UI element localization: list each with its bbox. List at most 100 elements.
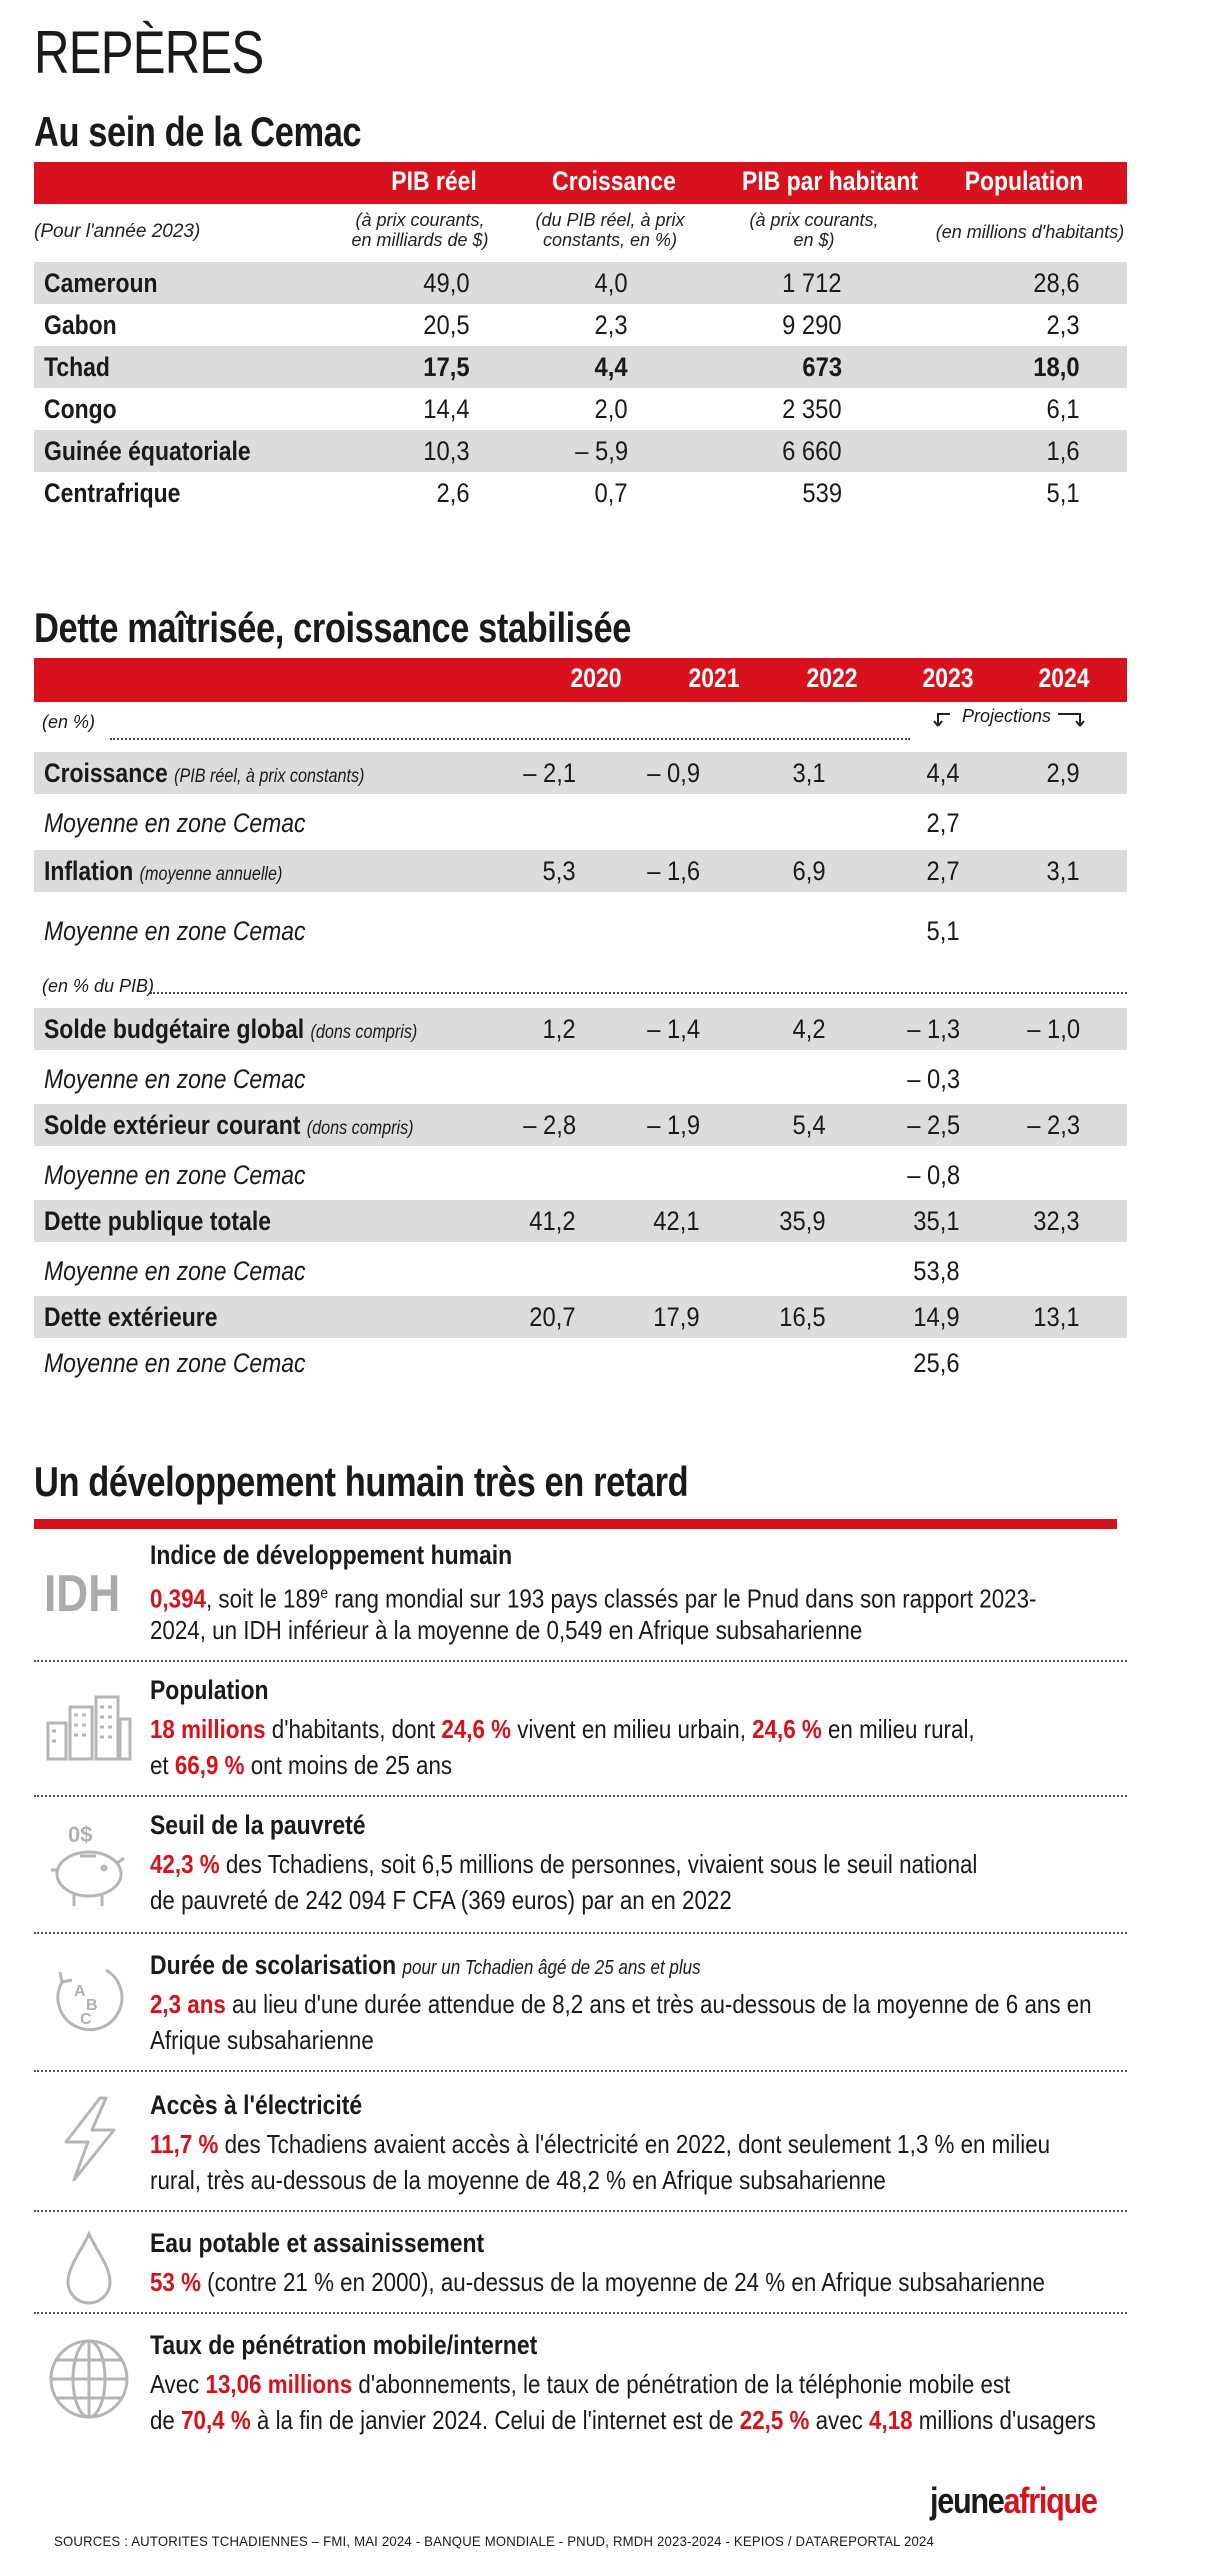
table-cell: 28,6	[1033, 268, 1080, 298]
unit-pct-dots	[110, 738, 910, 740]
indicator-note: (moyenne annuelle)	[139, 864, 283, 885]
table-cell: 2,3	[594, 310, 628, 340]
country-name: Congo	[44, 394, 117, 424]
eau-line1: 53 % (contre 21 % en 2000), au-dessus de…	[150, 2264, 1045, 2300]
table-cell: 2 350	[782, 394, 842, 424]
table-cell: 25,6	[913, 1348, 960, 1378]
idh-text-line2: 2024, un IDH inférieur à la moyenne de 0…	[150, 1615, 863, 1645]
indicator-label: Croissance (PIB réel, à prix constants)	[44, 752, 364, 798]
population-line1: 18 millions d'habitants, dont 24,6 % viv…	[150, 1711, 975, 1747]
pop-young: 66,9 %	[174, 1750, 245, 1780]
table-cell: – 1,9	[647, 1110, 700, 1140]
table-cell: 17,5	[423, 352, 470, 382]
year-2020: 2020	[570, 663, 622, 693]
indicator-label: Inflation (moyenne annuelle)	[44, 850, 282, 896]
indicator-label-text: Moyenne en zone Cemac	[44, 1160, 306, 1190]
indicator-row: Dette extérieure 20,7 17,9 16,5 14,9 13,1	[34, 1296, 1127, 1338]
table-cell: – 1,6	[647, 856, 700, 886]
scolarisation-text: au lieu d'une durée attendue de 8,2 ans …	[225, 1989, 1092, 2019]
table-cell: 17,9	[653, 1302, 700, 1332]
mobile-line1: Avec 13,06 millions d'abonnements, le ta…	[150, 2366, 1010, 2402]
scolarisation-line2: Afrique subsaharienne	[150, 2025, 374, 2055]
svg-text:B: B	[86, 1997, 98, 2014]
idh-text: rang mondial sur 193 pays classés par le…	[327, 1583, 1037, 1614]
indicator-label: Moyenne en zone Cemac	[44, 802, 306, 844]
subheader-line: (en millions d'habitants)	[935, 222, 1125, 242]
table-cell: 13,1	[1033, 1302, 1080, 1332]
table-cell: 42,1	[653, 1206, 700, 1236]
separator	[34, 1795, 1127, 1797]
mobile-text: Avec	[150, 2369, 206, 2399]
subheader-line: en $)	[793, 230, 835, 250]
table-cell: – 0,8	[907, 1160, 960, 1190]
cemac-average-row: Moyenne en zone Cemac – 0,8	[34, 1154, 1127, 1196]
indicator-row: Inflation (moyenne annuelle) 5,3 – 1,6 6,9 2…	[34, 850, 1127, 892]
mobile-text: d'abonnements, le taux de pénétration de…	[352, 2369, 1011, 2399]
mobile-rate: 70,4 %	[181, 2405, 251, 2435]
table-cell: 18,0	[1033, 352, 1080, 382]
cemac-average-row: Moyenne en zone Cemac 5,1	[34, 910, 1127, 952]
pop-rural: 24,6 %	[752, 1714, 822, 1744]
table-cell: – 2,5	[907, 1110, 960, 1140]
indicator-row: Solde budgétaire global (dons compris) 1,…	[34, 1008, 1127, 1050]
pop-value: 18 millions	[150, 1714, 266, 1744]
projections-bracket-icon	[933, 713, 1085, 727]
table-cell: 9 290	[782, 310, 842, 340]
info-scolarisation: A B C Durée de scolarisation pour un Tch…	[34, 1950, 1127, 2060]
mobile-text: millions d'usagers	[912, 2405, 1096, 2435]
subheader-pib-habitant: (à prix courants, en $)	[714, 210, 914, 250]
mobile-line2: de 70,4 % à la fin de janvier 2024. Celu…	[150, 2402, 1096, 2438]
indicator-label: Moyenne en zone Cemac	[44, 1154, 306, 1196]
indicator-label: Moyenne en zone Cemac	[44, 1250, 306, 1292]
electricite-line2: rural, très au-dessous de la moyenne de …	[150, 2165, 886, 2195]
year-2021: 2021	[688, 663, 740, 693]
population-line2: et 66,9 % ont moins de 25 ans	[150, 1747, 452, 1783]
globe-icon	[44, 2334, 134, 2419]
separator	[34, 2210, 1127, 2212]
table-row: Centrafrique 2,6 0,7 539 5,1	[34, 472, 1127, 514]
indicator-label: Dette publique totale	[44, 1200, 271, 1242]
projections-marker: Projections	[932, 706, 1092, 730]
section-title-cemac: Au sein de la Cemac	[34, 108, 362, 155]
eau-title: Eau potable et assainissement	[150, 2228, 485, 2258]
electricite-text: des Tchadiens avaient accès à l'électric…	[218, 2129, 1051, 2159]
electricite-title: Accès à l'électricité	[150, 2090, 363, 2120]
table-cell: 1 712	[782, 268, 842, 298]
table-cell: 32,3	[1033, 1206, 1080, 1236]
scolarisation-title: Durée de scolarisation pour un Tchadien …	[150, 1950, 701, 1981]
indicator-label-text: Dette extérieure	[44, 1302, 218, 1332]
pauvrete-value: 42,3 %	[150, 1849, 220, 1879]
country-name: Cameroun	[44, 268, 158, 298]
mobile-text: de	[150, 2405, 182, 2435]
indicator-row: Croissance (PIB réel, à prix constants) –…	[34, 752, 1127, 794]
scolarisation-title-text: Durée de scolarisation	[150, 1950, 397, 1980]
table-cell: 2,9	[1046, 758, 1080, 788]
table-cell: 1,6	[1046, 436, 1080, 466]
pop-text: vivent en milieu urbain,	[511, 1714, 753, 1744]
table-cell: 49,0	[423, 268, 470, 298]
svg-text:C: C	[80, 2011, 92, 2028]
section-title-dev: Un développement humain très en retard	[34, 1458, 689, 1505]
lightning-icon	[44, 2094, 134, 2182]
eau-value: 53 %	[150, 2267, 201, 2297]
projections-label: Projections	[962, 706, 1052, 726]
subheader-line: (du PIB réel, à prix	[535, 210, 685, 230]
unit-pib-dots	[150, 992, 1127, 994]
table-cell: 3,1	[792, 758, 826, 788]
header-croissance: Croissance	[552, 166, 676, 196]
table-cell: 5,1	[1046, 478, 1080, 508]
year-2024: 2024	[1038, 663, 1090, 693]
subheader-croissance: (du PIB réel, à prix constants, en %)	[510, 210, 710, 250]
table-cell: 3,1	[1046, 856, 1080, 886]
country-name: Centrafrique	[44, 478, 181, 508]
buildings-icon	[44, 1693, 134, 1773]
year-note: (Pour l'année 2023)	[34, 221, 201, 242]
table-cell: – 2,8	[523, 1110, 576, 1140]
info-population: Population 18 millions d'habitants, dont…	[34, 1675, 1127, 1785]
table-cell: 4,2	[792, 1014, 826, 1044]
table-cell: 16,5	[779, 1302, 826, 1332]
table-cell: 5,4	[792, 1110, 826, 1140]
indicator-label-text: Solde budgétaire global	[44, 1014, 305, 1044]
scolarisation-value: 2,3 ans	[150, 1989, 226, 2019]
table-cell: – 1,0	[1027, 1014, 1080, 1044]
